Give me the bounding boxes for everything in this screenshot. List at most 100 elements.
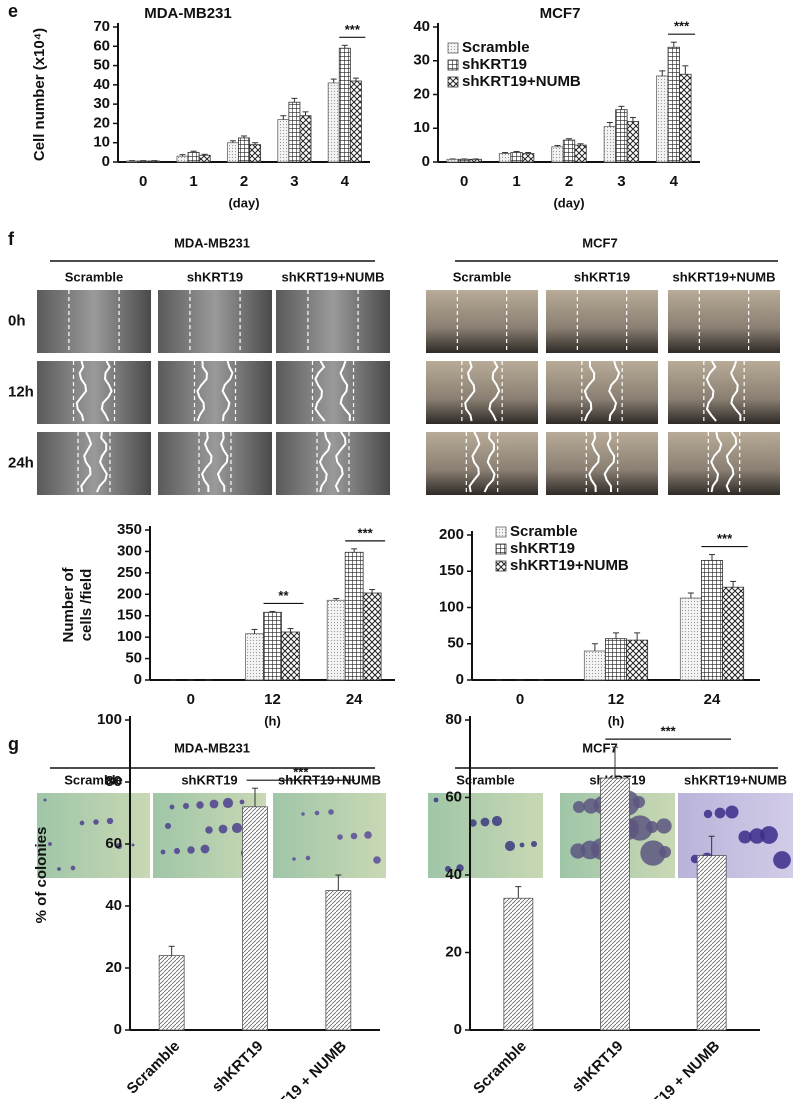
legend-label: Scramble xyxy=(462,39,530,56)
error-bar xyxy=(351,548,358,553)
colony xyxy=(373,856,381,864)
x-tick-label: 4 xyxy=(670,173,679,190)
colony xyxy=(160,849,166,855)
error-bar xyxy=(613,632,619,639)
bar xyxy=(503,897,534,1031)
bar xyxy=(521,153,535,163)
micrograph xyxy=(158,290,272,353)
panel-label: g xyxy=(8,734,19,754)
x-tick-label: 3 xyxy=(617,173,625,190)
x-tick-label: 0 xyxy=(187,691,195,708)
time-label: 0h xyxy=(8,312,26,329)
micrograph xyxy=(37,432,151,495)
error-bar xyxy=(577,143,584,146)
micrograph xyxy=(668,361,780,424)
bar xyxy=(469,158,482,163)
y-tick-label: 40 xyxy=(413,18,430,35)
micrograph xyxy=(426,432,538,495)
panel-label: f xyxy=(8,229,15,249)
x-tick-label: 4 xyxy=(341,173,350,190)
x-tick-label: 24 xyxy=(704,691,721,708)
x-tick-label: shKRT19 xyxy=(209,1038,267,1096)
colony xyxy=(43,798,47,802)
micrograph xyxy=(426,361,538,424)
migration-front xyxy=(483,431,496,493)
colony xyxy=(469,819,477,827)
legend-label: shKRT19 xyxy=(462,56,527,73)
colony xyxy=(519,842,525,848)
condition-label: shKRT19 xyxy=(181,772,237,787)
bar xyxy=(238,137,250,163)
panel-label: e xyxy=(8,1,18,21)
colony xyxy=(328,809,334,815)
colony xyxy=(504,840,516,852)
micrograph xyxy=(37,361,151,424)
time-label: 12h xyxy=(8,383,34,400)
bar xyxy=(344,551,364,681)
bar xyxy=(327,82,340,163)
significance-label: *** xyxy=(661,724,677,739)
condition-label: shKRT19 xyxy=(574,269,630,284)
colony xyxy=(222,797,234,809)
y-tick-label: 30 xyxy=(93,95,110,112)
x-tick-label: 2 xyxy=(240,173,248,190)
x-tick-label: 12 xyxy=(264,691,281,708)
y-tick-label: 200 xyxy=(117,585,142,602)
colony xyxy=(773,851,791,869)
error-bar xyxy=(369,589,376,593)
y-tick-label: 0 xyxy=(454,1021,462,1038)
colony xyxy=(337,834,343,840)
bar xyxy=(446,158,459,163)
bar xyxy=(245,633,264,681)
error-bar xyxy=(687,592,694,599)
error-bar xyxy=(502,152,509,154)
bar xyxy=(656,75,669,163)
x-tick-label: 0 xyxy=(460,173,468,190)
bar xyxy=(148,160,161,163)
chart-title: MDA-MB231 xyxy=(144,5,232,22)
micrograph xyxy=(276,361,390,424)
migration-front xyxy=(75,360,88,422)
y-tick-label: 10 xyxy=(93,134,110,151)
bar xyxy=(281,631,300,681)
colony xyxy=(182,802,190,810)
error-bar xyxy=(341,44,348,49)
colony xyxy=(444,865,452,873)
y-tick-label: 0 xyxy=(114,1021,122,1038)
error-bar xyxy=(709,554,715,561)
error-bar xyxy=(629,116,636,122)
colony xyxy=(703,809,713,819)
colony xyxy=(239,799,245,805)
colony xyxy=(196,801,204,809)
bar xyxy=(158,955,185,1031)
legend-label: shKRT19+NUMB xyxy=(510,557,629,574)
x-tick-label: 24 xyxy=(346,691,363,708)
y-tick-label: 50 xyxy=(447,635,464,652)
colony xyxy=(57,867,61,871)
bar xyxy=(249,144,262,163)
condition-label: shKRT19 xyxy=(187,269,243,284)
bar xyxy=(603,126,617,163)
migration-front xyxy=(80,431,93,493)
y-tick-label: 80 xyxy=(105,773,122,790)
colony xyxy=(173,847,181,855)
colony xyxy=(573,801,585,813)
colony xyxy=(646,821,658,833)
colony xyxy=(218,824,228,834)
error-bar xyxy=(682,65,689,75)
error-bar xyxy=(179,154,186,157)
error-bar xyxy=(252,787,258,807)
error-bar xyxy=(229,140,236,143)
legend-label: Scramble xyxy=(510,523,578,540)
colony xyxy=(79,820,85,826)
colony xyxy=(93,819,99,825)
y-tick-label: 300 xyxy=(117,542,142,559)
y-tick-label: 50 xyxy=(93,57,110,74)
cell-line-title: MCF7 xyxy=(582,740,617,755)
bar xyxy=(605,638,627,681)
error-bar xyxy=(659,70,666,76)
y-tick-label: 10 xyxy=(413,119,430,136)
colony xyxy=(480,817,490,827)
bar xyxy=(498,153,512,163)
